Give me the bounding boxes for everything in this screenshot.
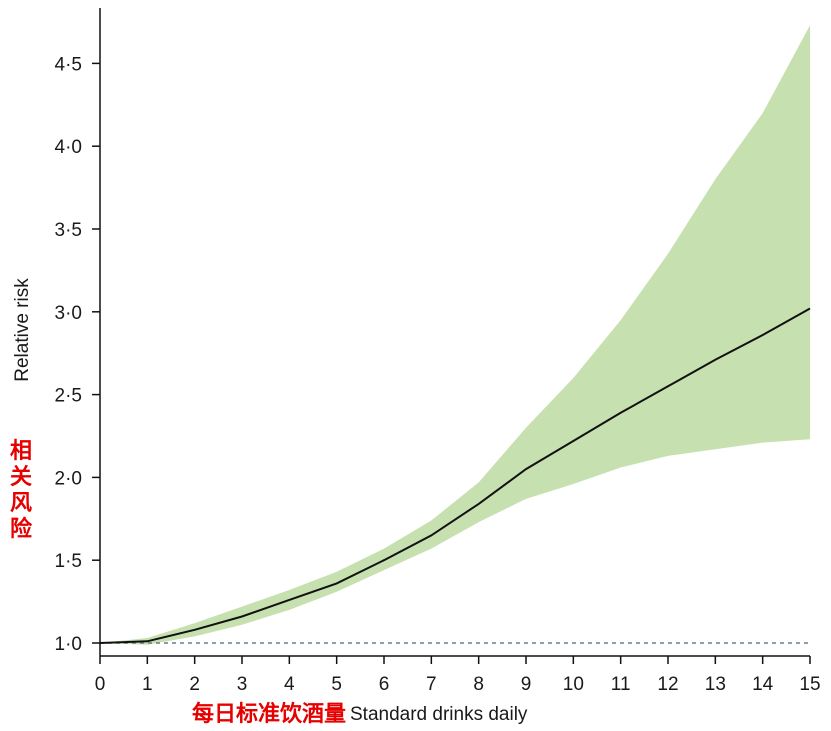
y-tick-label: 4·5	[55, 54, 82, 75]
x-tick-label: 7	[426, 674, 437, 695]
y-axis-title-cn: 相关风险	[10, 439, 33, 542]
series-line-layer	[99, 307, 811, 644]
confidence-band-layer	[100, 25, 810, 645]
y-tick-label: 2·5	[55, 386, 82, 407]
x-tick-label: 5	[331, 674, 342, 695]
x-tick-label: 0	[95, 674, 106, 695]
y-tick-label: 3·5	[55, 220, 82, 241]
x-tick-label: 3	[237, 674, 248, 695]
x-tick-label: 4	[284, 674, 295, 695]
confidence-band	[100, 25, 810, 645]
x-tick-label: 8	[473, 674, 484, 695]
y-axis-title-cn-text: 相关风险	[10, 439, 33, 542]
y-axis-title: Relative risk	[12, 278, 33, 382]
x-tick-label: 15	[799, 674, 820, 695]
x-axis-title-cn: 每日标准饮酒量	[192, 701, 346, 727]
y-tick-label: 1·5	[55, 551, 82, 572]
x-tick-label: 14	[752, 674, 774, 695]
y-tick-label: 2·0	[55, 468, 82, 489]
x-tick-label: 10	[563, 674, 584, 695]
relative-risk-line	[99, 307, 811, 644]
x-tick-label: 13	[705, 674, 726, 695]
axes	[99, 8, 810, 657]
x-tick-label: 9	[521, 674, 532, 695]
x-tick-label: 6	[379, 674, 390, 695]
x-axis-title: Standard drinks daily	[350, 704, 528, 725]
x-tick-label: 2	[189, 674, 200, 695]
y-tick-label: 4·0	[55, 137, 82, 158]
tick-layer: 1·01·52·02·53·03·54·04·50 1 2 3 4 5 6 7 8 9 10 11 12…	[55, 54, 821, 695]
x-tick-label: 12	[657, 674, 678, 695]
x-tick-label: 11	[611, 674, 631, 695]
y-tick-label: 3·0	[55, 303, 82, 324]
y-tick-label: 1·0	[55, 634, 82, 655]
x-tick-label: 1	[142, 674, 153, 695]
